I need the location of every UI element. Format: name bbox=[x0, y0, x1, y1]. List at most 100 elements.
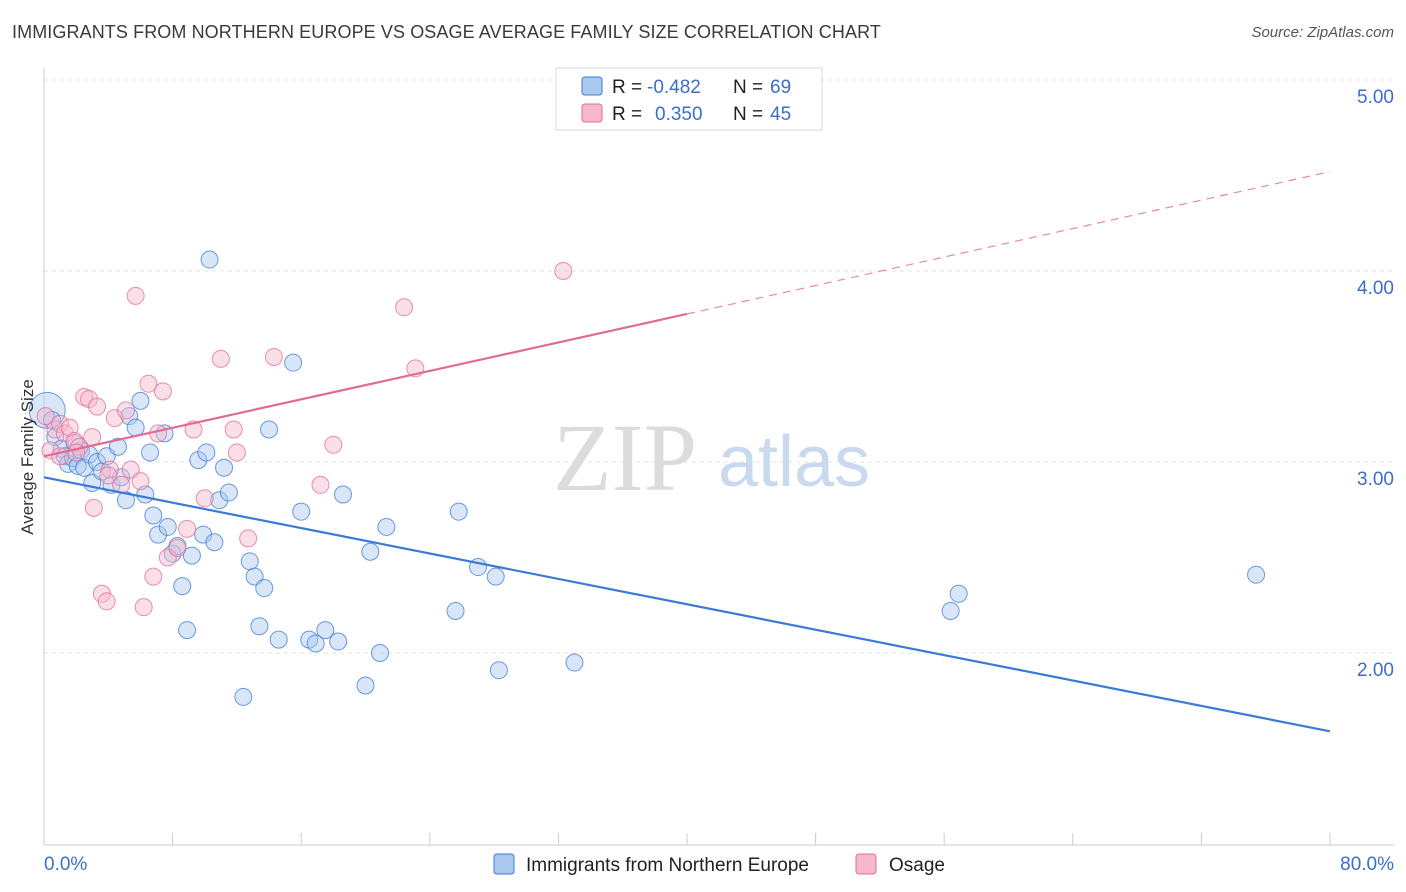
point-osage bbox=[264, 347, 283, 366]
chart-source: Source: ZipAtlas.com bbox=[1251, 24, 1394, 41]
legend-r-value-1: -0.482 bbox=[647, 77, 701, 98]
point-osage bbox=[131, 472, 150, 491]
legend-n-label-2: N = bbox=[733, 104, 763, 125]
point-northern-europe bbox=[565, 653, 584, 672]
y-axis-title: Average Family Size bbox=[18, 379, 37, 535]
point-northern-europe bbox=[245, 567, 264, 586]
point-osage bbox=[97, 592, 116, 611]
legend-n-value-1: 69 bbox=[770, 77, 791, 98]
point-osage bbox=[239, 529, 258, 548]
point-northern-europe bbox=[949, 584, 968, 603]
point-northern-europe bbox=[284, 353, 303, 372]
point-osage bbox=[55, 424, 74, 443]
watermark-atlas: atlas bbox=[718, 422, 870, 502]
legend-swatch-pink bbox=[581, 103, 603, 123]
point-northern-europe bbox=[329, 632, 348, 651]
point-osage bbox=[60, 418, 79, 437]
point-northern-europe bbox=[377, 517, 396, 536]
point-osage bbox=[178, 519, 197, 538]
point-osage bbox=[168, 538, 187, 557]
point-northern-europe bbox=[131, 391, 150, 410]
trend-line-northern-europe bbox=[43, 476, 1331, 733]
legend-n-value-2: 45 bbox=[770, 104, 791, 125]
point-northern-europe bbox=[1247, 565, 1266, 584]
legend-r-value-2: 0.350 bbox=[655, 104, 703, 125]
data-points bbox=[28, 250, 1266, 706]
point-northern-europe bbox=[234, 687, 253, 706]
point-northern-europe bbox=[489, 661, 508, 680]
legend-r-label-2: R = bbox=[612, 104, 642, 125]
point-northern-europe bbox=[210, 491, 229, 510]
point-osage bbox=[51, 414, 70, 433]
point-osage bbox=[211, 349, 230, 368]
point-osage bbox=[158, 548, 177, 567]
point-osage bbox=[126, 286, 145, 305]
point-northern-europe bbox=[141, 443, 160, 462]
point-northern-europe bbox=[370, 644, 389, 662]
point-osage bbox=[144, 567, 163, 586]
point-osage bbox=[83, 428, 102, 447]
point-northern-europe bbox=[46, 428, 65, 447]
y-tick-label: 5.00 bbox=[1357, 87, 1394, 108]
point-northern-europe bbox=[446, 601, 465, 620]
point-northern-europe bbox=[158, 517, 177, 536]
point-northern-europe bbox=[240, 552, 259, 571]
point-osage bbox=[554, 262, 573, 280]
point-northern-europe bbox=[173, 577, 192, 596]
trend-line-osage-dashed bbox=[686, 171, 1331, 315]
point-osage bbox=[224, 420, 243, 439]
point-northern-europe bbox=[200, 250, 219, 269]
y-tick-labels: 2.00 3.00 4.00 5.00 bbox=[1357, 87, 1394, 681]
watermark: ZIP atlas bbox=[553, 404, 870, 511]
y-tick-label: 3.00 bbox=[1357, 469, 1394, 490]
point-osage bbox=[395, 298, 414, 317]
point-northern-europe bbox=[219, 483, 238, 502]
point-northern-europe bbox=[269, 630, 288, 649]
point-northern-europe bbox=[333, 485, 352, 504]
point-northern-europe bbox=[255, 579, 274, 598]
point-northern-europe bbox=[68, 456, 87, 475]
point-osage bbox=[99, 466, 118, 485]
point-northern-europe bbox=[215, 458, 234, 477]
bottom-legend-label-northern-europe: Immigrants from Northern Europe bbox=[526, 855, 809, 876]
point-northern-europe bbox=[306, 634, 325, 653]
chart-title: IMMIGRANTS FROM NORTHERN EUROPE VS OSAGE… bbox=[12, 22, 881, 42]
trend-lines bbox=[43, 171, 1331, 733]
y-tick-label: 4.00 bbox=[1357, 278, 1394, 299]
point-osage bbox=[153, 382, 172, 401]
point-osage bbox=[84, 498, 103, 517]
point-osage bbox=[46, 420, 65, 439]
point-northern-europe bbox=[486, 567, 505, 586]
point-northern-europe bbox=[149, 525, 168, 544]
point-northern-europe bbox=[144, 506, 163, 525]
legend-box: R = -0.482 N = 69 R = 0.350 N = 45 bbox=[555, 67, 823, 131]
point-northern-europe bbox=[108, 437, 127, 456]
legend-n-label-1: N = bbox=[733, 77, 763, 98]
x-tick-label-max: 80.0% bbox=[1340, 854, 1394, 875]
point-northern-europe bbox=[361, 542, 380, 561]
point-osage bbox=[227, 443, 246, 462]
y-tick-label: 2.00 bbox=[1357, 660, 1394, 681]
point-osage bbox=[195, 489, 214, 508]
point-northern-europe bbox=[178, 621, 197, 640]
point-northern-europe bbox=[250, 617, 269, 636]
point-osage bbox=[134, 598, 153, 617]
point-osage bbox=[121, 460, 140, 479]
legend-swatch-blue bbox=[581, 76, 603, 96]
point-osage bbox=[139, 374, 158, 393]
bottom-legend-label-osage: Osage bbox=[889, 855, 945, 876]
point-northern-europe bbox=[316, 621, 335, 640]
point-osage bbox=[184, 420, 203, 439]
point-northern-europe bbox=[356, 676, 375, 695]
point-northern-europe bbox=[941, 601, 960, 620]
bottom-legend: Immigrants from Northern Europe Osage bbox=[493, 853, 945, 876]
legend-r-label-1: R = bbox=[612, 77, 642, 98]
point-northern-europe bbox=[197, 443, 216, 462]
point-osage bbox=[324, 435, 343, 454]
watermark-zip: ZIP bbox=[553, 404, 697, 511]
bottom-legend-swatch-northern-europe bbox=[493, 853, 515, 875]
x-tick-label-min: 0.0% bbox=[44, 854, 87, 875]
point-northern-europe bbox=[182, 546, 201, 565]
point-osage bbox=[116, 401, 135, 420]
